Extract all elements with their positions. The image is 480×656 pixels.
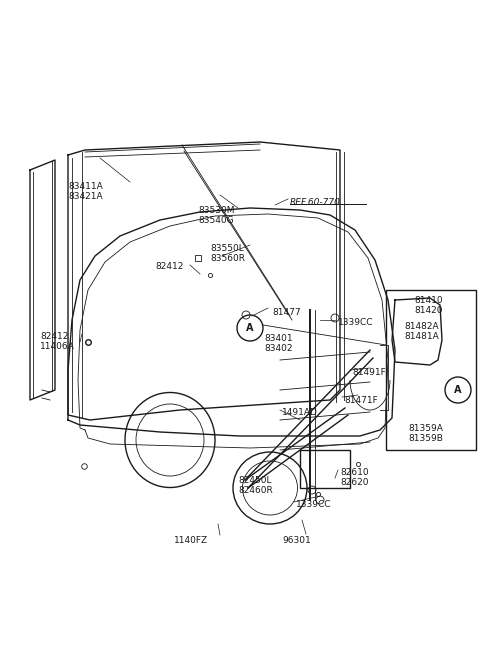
Bar [300,450,350,488]
Text: 1140FZ: 1140FZ [174,536,208,545]
Text: 82412
11406A: 82412 11406A [40,332,75,352]
Text: 1491AD: 1491AD [282,408,318,417]
Bar [386,290,476,450]
Text: 81491F: 81491F [352,368,386,377]
Text: 81410
81420: 81410 81420 [414,296,443,316]
Text: REF.60-770: REF.60-770 [290,198,341,207]
Text: 82610
82620: 82610 82620 [340,468,369,487]
Text: 1339CC: 1339CC [338,318,373,327]
Text: 82450L
82460R: 82450L 82460R [238,476,273,495]
Text: 82412: 82412 [155,262,183,271]
Text: A: A [246,323,254,333]
Text: 83550L
83560R: 83550L 83560R [210,244,245,264]
Text: 81359A
81359B: 81359A 81359B [408,424,443,443]
Text: 81482A
81481A: 81482A 81481A [404,322,439,341]
Text: 83530M
83540G: 83530M 83540G [198,206,235,226]
Text: 83411A
83421A: 83411A 83421A [68,182,103,201]
Text: 81471F: 81471F [344,396,378,405]
Text: 96301: 96301 [282,536,311,545]
Text: 1339CC: 1339CC [296,500,332,509]
Text: 83401
83402: 83401 83402 [264,334,293,354]
Text: A: A [454,385,462,395]
Text: 81477: 81477 [272,308,300,317]
